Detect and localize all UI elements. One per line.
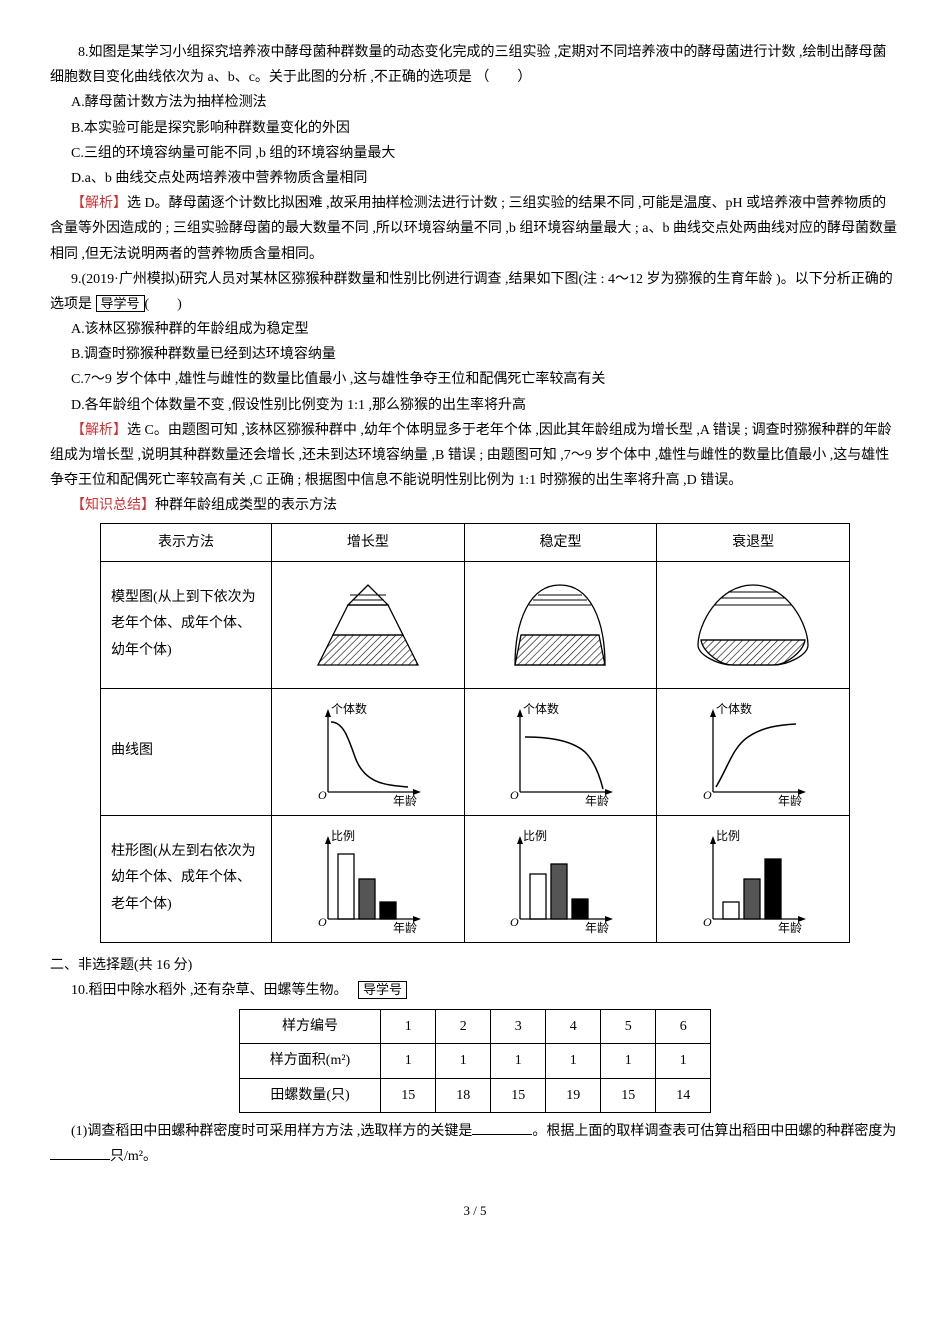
dt-r3c2: 18 xyxy=(436,1078,491,1112)
guide-box-2: 导学号 xyxy=(358,981,407,999)
q10-data-table: 样方编号 1 2 3 4 5 6 样方面积(m²) 1 1 1 1 1 1 田螺… xyxy=(239,1009,711,1113)
dt-h5: 5 xyxy=(601,1010,656,1044)
th-method: 表示方法 xyxy=(101,523,272,561)
dt-r3c4: 19 xyxy=(546,1078,601,1112)
row-curve-label: 曲线图 xyxy=(101,688,272,815)
q9-expl-text: 选 C。由题图可知 ,该林区猕猴种群中 ,幼年个体明显多于老年个体 ,因此其年龄… xyxy=(50,423,892,488)
blank-1 xyxy=(472,1120,532,1135)
q10-sub1: (1)调查稻田中田螺种群密度时可采用样方方法 ,选取样方的关键是 。根据上面的取样… xyxy=(50,1119,900,1169)
dt-r3c1: 15 xyxy=(381,1078,436,1112)
dt-h1: 1 xyxy=(381,1010,436,1044)
q9-optD: D.各年龄组个体数量不变 ,假设性别比例变为 1:1 ,那么猕猴的出生率将升高 xyxy=(50,393,900,418)
q8-expl-text: 选 D。酵母菌逐个计数比拟困难 ,故采用抽样检测法进行计数 ; 三组实验的结果不… xyxy=(50,196,897,261)
dt-h3: 3 xyxy=(491,1010,546,1044)
th-decline: 衰退型 xyxy=(657,523,850,561)
summary-label: 【知识总结】 xyxy=(71,498,155,513)
cell-curve-growth: 个体数 年龄 O xyxy=(272,688,465,815)
svg-text:年龄: 年龄 xyxy=(585,794,609,807)
section-2-title: 二、非选择题(共 16 分) xyxy=(50,953,900,978)
q9-summary: 【知识总结】种群年龄组成类型的表示方法 xyxy=(50,493,900,518)
pyramid-stable-icon xyxy=(485,570,635,680)
svg-text:个体数: 个体数 xyxy=(716,701,752,716)
cell-bar-growth: 比例 年龄 O xyxy=(272,815,465,942)
svg-text:比例: 比例 xyxy=(331,829,355,843)
q8-stem: 8.如图是某学习小组探究培养液中酵母菌种群数量的动态变化完成的三组实验 ,定期对… xyxy=(50,40,900,90)
cell-model-decline xyxy=(657,561,850,688)
dt-r2c2: 1 xyxy=(436,1044,491,1078)
q9-summary-text: 种群年龄组成类型的表示方法 xyxy=(155,498,337,513)
svg-text:年龄: 年龄 xyxy=(778,794,802,807)
q9-explanation: 【解析】选 C。由题图可知 ,该林区猕猴种群中 ,幼年个体明显多于老年个体 ,因… xyxy=(50,418,900,494)
dt-r3c3: 15 xyxy=(491,1078,546,1112)
q10-sub1-a: (1)调查稻田中田螺种群密度时可采用样方方法 ,选取样方的关键是 xyxy=(71,1124,472,1139)
svg-text:O: O xyxy=(318,915,327,929)
dt-r2c5: 1 xyxy=(601,1044,656,1078)
q10-sub1-b: 。根据上面的取样调查表可估算出稻田中田螺的种群密度为 xyxy=(532,1124,896,1139)
analysis-label: 【解析】 xyxy=(71,423,127,438)
svg-text:比例: 比例 xyxy=(716,829,740,843)
cell-bar-stable: 比例 年龄 O xyxy=(464,815,657,942)
curve-stable-icon: 个体数 年龄 O xyxy=(485,697,635,807)
pyramid-growth-icon xyxy=(298,570,438,680)
bar-stable-icon: 比例 年龄 O xyxy=(485,824,635,934)
age-structure-table: 表示方法 增长型 稳定型 衰退型 模型图(从上到下依次为老年个体、成年个体、幼年… xyxy=(100,523,850,943)
curve-growth-icon: 个体数 年龄 O xyxy=(293,697,443,807)
bar-growth-icon: 比例 年龄 O xyxy=(293,824,443,934)
dt-r2c3: 1 xyxy=(491,1044,546,1078)
svg-text:O: O xyxy=(510,915,519,929)
dt-r3c6: 14 xyxy=(656,1078,711,1112)
q8-optD: D.a、b 曲线交点处两培养液中营养物质含量相同 xyxy=(50,166,900,191)
axis-y-label: 个体数 xyxy=(331,701,367,716)
row-bar-label: 柱形图(从左到右依次为幼年个体、成年个体、老年个体) xyxy=(101,815,272,942)
q8-optB: B.本实验可能是探究影响种群数量变化的外因 xyxy=(50,116,900,141)
q9-optC: C.7～9 岁个体中 ,雄性与雌性的数量比值最小 ,这与雄性争夺王位和配偶死亡率… xyxy=(50,367,900,392)
svg-text:年龄: 年龄 xyxy=(393,921,417,934)
guide-box: 导学号 xyxy=(96,295,145,313)
cell-curve-stable: 个体数 年龄 O xyxy=(464,688,657,815)
svg-text:年龄: 年龄 xyxy=(778,921,802,934)
q9-stem: 9.(2019·广州模拟)研究人员对某林区猕猴种群数量和性别比例进行调查 ,结果… xyxy=(50,267,900,317)
cell-model-stable xyxy=(464,561,657,688)
dt-r2c1: 1 xyxy=(381,1044,436,1078)
q10-sub1-c: 只/m²。 xyxy=(110,1149,157,1164)
blank-2 xyxy=(50,1145,110,1160)
dt-h6: 6 xyxy=(656,1010,711,1044)
page-number: 3 / 5 xyxy=(50,1199,900,1222)
th-growth: 增长型 xyxy=(272,523,465,561)
dt-h2: 2 xyxy=(436,1010,491,1044)
cell-model-growth xyxy=(272,561,465,688)
svg-text:O: O xyxy=(703,915,712,929)
q8-explanation: 【解析】选 D。酵母菌逐个计数比拟困难 ,故采用抽样检测法进行计数 ; 三组实验… xyxy=(50,191,900,267)
q10-stem-text: 10.稻田中除水稻外 ,还有杂草、田螺等生物。 xyxy=(71,983,348,998)
axis-x-label: 年龄 xyxy=(393,794,417,807)
svg-text:年龄: 年龄 xyxy=(585,921,609,934)
dt-r2c4: 1 xyxy=(546,1044,601,1078)
dt-h0: 样方编号 xyxy=(239,1010,380,1044)
dt-r3c0: 田螺数量(只) xyxy=(239,1078,380,1112)
cell-bar-decline: 比例 年龄 O xyxy=(657,815,850,942)
dt-r2c6: 1 xyxy=(656,1044,711,1078)
q8-optA: A.酵母菌计数方法为抽样检测法 xyxy=(50,90,900,115)
q10-stem: 10.稻田中除水稻外 ,还有杂草、田螺等生物。 导学号 xyxy=(50,978,900,1003)
cell-curve-decline: 个体数 年龄 O xyxy=(657,688,850,815)
q8-optC: C.三组的环境容纳量可能不同 ,b 组的环境容纳量最大 xyxy=(50,141,900,166)
origin-label: O xyxy=(318,788,327,802)
svg-text:个体数: 个体数 xyxy=(523,701,559,716)
svg-text:比例: 比例 xyxy=(523,829,547,843)
bar-decline-icon: 比例 年龄 O xyxy=(678,824,828,934)
pyramid-decline-icon xyxy=(678,570,828,680)
analysis-label: 【解析】 xyxy=(71,196,127,211)
curve-decline-icon: 个体数 年龄 O xyxy=(678,697,828,807)
th-stable: 稳定型 xyxy=(464,523,657,561)
q9-optB: B.调查时猕猴种群数量已经到达环境容纳量 xyxy=(50,342,900,367)
svg-text:O: O xyxy=(703,788,712,802)
dt-r3c5: 15 xyxy=(601,1078,656,1112)
row-model-label: 模型图(从上到下依次为老年个体、成年个体、幼年个体) xyxy=(101,561,272,688)
q9-optA: A.该林区猕猴种群的年龄组成为稳定型 xyxy=(50,317,900,342)
dt-r2c0: 样方面积(m²) xyxy=(239,1044,380,1078)
svg-text:O: O xyxy=(510,788,519,802)
dt-h4: 4 xyxy=(546,1010,601,1044)
q9-stem-b: ( ) xyxy=(145,297,182,312)
